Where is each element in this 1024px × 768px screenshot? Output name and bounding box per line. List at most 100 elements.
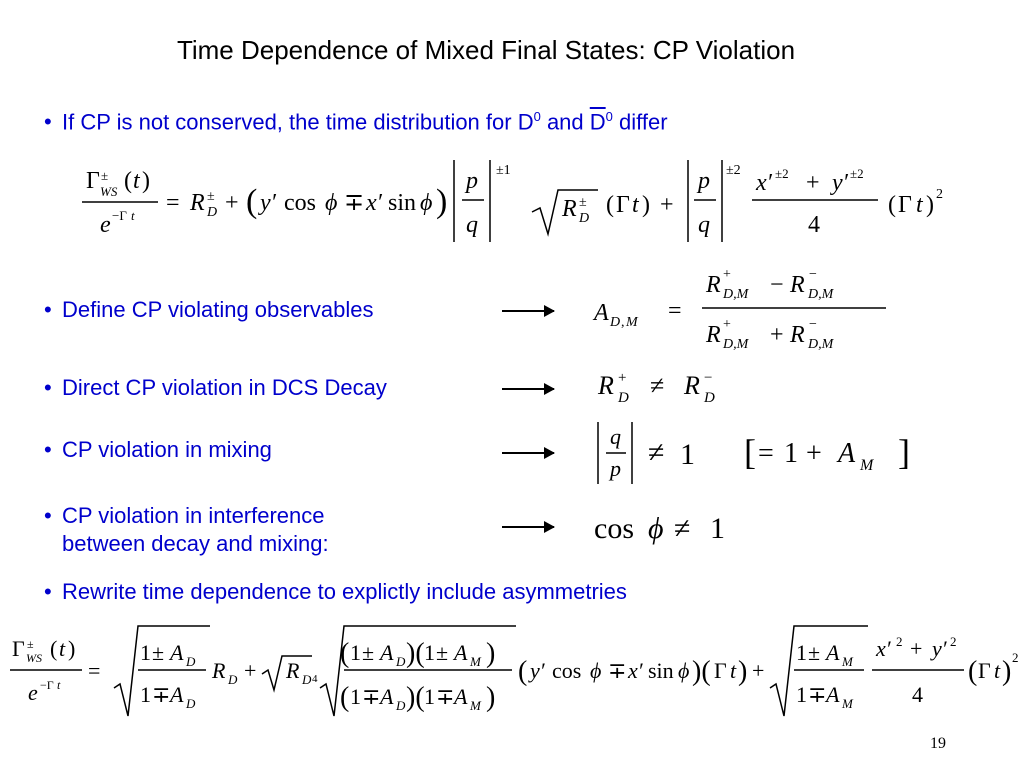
svg-text:±: ± — [27, 637, 34, 651]
svg-text:M: M — [469, 698, 482, 713]
svg-text:1: 1 — [796, 640, 807, 665]
svg-text:±2: ±2 — [850, 166, 864, 181]
arrow-icon — [502, 447, 555, 459]
svg-text:D,M: D,M — [807, 287, 835, 302]
svg-text:D: D — [609, 315, 620, 330]
svg-text:±: ± — [152, 640, 164, 665]
svg-text:R: R — [705, 272, 721, 298]
svg-text:−Γ: −Γ — [112, 208, 127, 223]
bullet-cp-violation-mixing: • CP violation in mixing — [44, 436, 272, 464]
svg-text:y′: y′ — [258, 190, 277, 216]
equation-asymmetry-definition: A D,M = R + D,M − R − D,M R + D,M + R − … — [592, 267, 886, 352]
svg-text:x′: x′ — [755, 170, 773, 196]
svg-text:A: A — [168, 682, 184, 707]
svg-text:WS: WS — [100, 184, 118, 199]
equation-direct-cp-violation: R + D ≠ R − D — [597, 370, 715, 406]
svg-text:D: D — [227, 672, 238, 687]
svg-text:ϕ: ϕ — [420, 190, 432, 216]
svg-text:): ) — [436, 183, 447, 220]
svg-text:1: 1 — [796, 682, 807, 707]
bullet-text: between decay and mixing: — [62, 531, 329, 556]
svg-text:+: + — [752, 658, 764, 683]
svg-text:sin: sin — [648, 658, 674, 683]
bullet-dot: • — [44, 297, 52, 322]
svg-text:∓: ∓ — [344, 190, 364, 216]
svg-text:x′: x′ — [627, 658, 644, 683]
svg-text:(: ( — [246, 183, 257, 220]
bullet-rewrite-time-dependence: • Rewrite time dependence to explictly in… — [44, 578, 627, 606]
svg-text:t: t — [994, 658, 1001, 683]
bullet-direct-cp-violation: • Direct CP violation in DCS Decay — [44, 374, 387, 402]
svg-text:R: R — [683, 371, 700, 400]
svg-text:e: e — [28, 680, 38, 705]
bullet-define-observables: • Define CP violating observables — [44, 296, 373, 324]
svg-text:D,M: D,M — [722, 337, 750, 352]
bullet-dot: • — [44, 109, 52, 135]
svg-text:): ) — [738, 656, 747, 687]
svg-text:A: A — [378, 640, 394, 665]
superscript: 0 — [533, 109, 541, 124]
svg-text:±: ± — [436, 640, 448, 665]
svg-text:D: D — [185, 696, 196, 711]
svg-text:=: = — [88, 658, 100, 683]
svg-text:cos: cos — [594, 512, 634, 545]
svg-text:ϕ: ϕ — [648, 512, 664, 545]
svg-text:(: ( — [124, 168, 132, 194]
svg-text:±1: ±1 — [496, 163, 511, 178]
svg-text:q: q — [466, 212, 478, 238]
svg-text:+: + — [910, 636, 922, 661]
svg-text:y′: y′ — [528, 658, 546, 683]
bullet-text: differ — [612, 109, 668, 135]
svg-text:,: , — [621, 315, 625, 330]
svg-text:t: t — [730, 658, 737, 683]
svg-text:Γ: Γ — [86, 168, 100, 194]
svg-text:4: 4 — [312, 673, 318, 685]
arrow-icon — [502, 305, 555, 317]
svg-text:1: 1 — [710, 512, 725, 545]
svg-text:D: D — [395, 698, 406, 713]
svg-text:A: A — [452, 640, 468, 665]
svg-text:−Γ: −Γ — [40, 678, 54, 692]
svg-text:R: R — [285, 658, 300, 683]
svg-text:∓: ∓ — [808, 682, 826, 707]
svg-text:∓: ∓ — [152, 682, 170, 707]
svg-text:1: 1 — [680, 438, 695, 471]
svg-text:2: 2 — [896, 634, 903, 649]
svg-text:1: 1 — [140, 640, 151, 665]
bullet-dot: • — [44, 579, 52, 604]
bullet-text: and — [540, 109, 590, 135]
svg-text:t: t — [916, 192, 924, 218]
svg-text:A: A — [836, 438, 856, 469]
svg-text:t: t — [632, 192, 640, 218]
svg-text:+: + — [770, 322, 784, 348]
svg-text:(: ( — [340, 638, 349, 669]
svg-text:R: R — [789, 272, 805, 298]
svg-text:±: ± — [808, 640, 820, 665]
svg-text:cos: cos — [552, 658, 581, 683]
svg-text:e: e — [100, 212, 111, 238]
svg-text:M: M — [859, 457, 875, 474]
svg-text:±2: ±2 — [726, 163, 741, 178]
svg-text:=: = — [758, 438, 774, 469]
svg-text:cos: cos — [284, 190, 316, 216]
bullet-text: Rewrite time dependence to explictly inc… — [62, 579, 627, 604]
svg-text:q: q — [610, 424, 621, 449]
svg-text:≠: ≠ — [674, 512, 690, 545]
svg-text:)(: )( — [406, 682, 425, 713]
svg-text:=: = — [668, 298, 682, 324]
svg-text:Γ: Γ — [12, 636, 25, 661]
svg-text:+: + — [806, 170, 820, 196]
svg-text:R: R — [597, 371, 614, 400]
svg-text:−: − — [809, 267, 817, 282]
svg-text:A: A — [824, 682, 840, 707]
svg-text:p: p — [464, 168, 478, 194]
svg-text:D: D — [301, 672, 312, 687]
svg-text:1: 1 — [784, 438, 798, 469]
svg-text:M: M — [625, 315, 639, 330]
svg-text:): ) — [486, 682, 495, 713]
svg-text:x′: x′ — [365, 190, 383, 216]
equation-interference-cp-violation: cos ϕ ≠ 1 — [594, 512, 725, 545]
svg-text:R: R — [189, 190, 205, 216]
svg-text:y′: y′ — [830, 170, 849, 196]
svg-text:t: t — [57, 678, 61, 692]
